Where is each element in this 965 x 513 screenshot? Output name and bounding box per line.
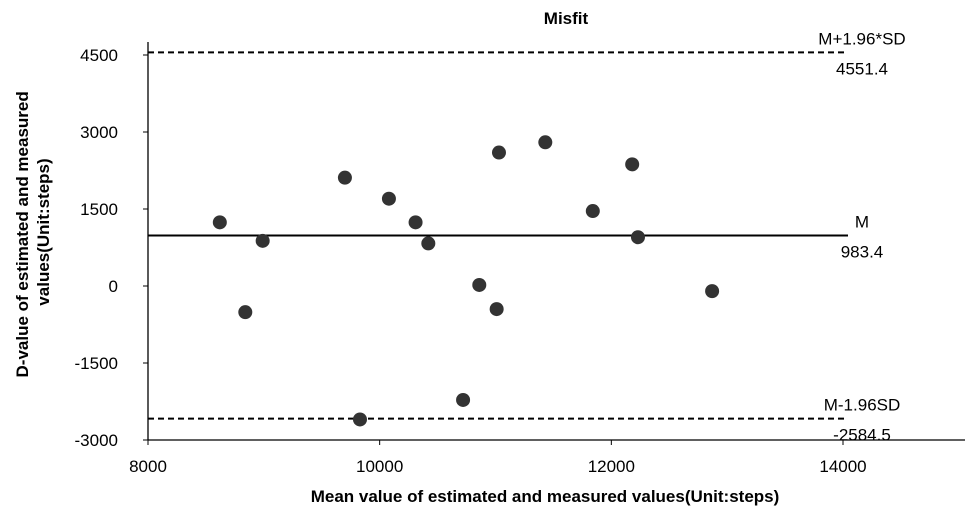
reference-line-label: M+1.96*SD bbox=[818, 29, 905, 48]
y-tick-label: -3000 bbox=[75, 431, 118, 450]
chart-title: Misfit bbox=[544, 9, 589, 28]
data-point bbox=[631, 230, 645, 244]
reference-line-value: 983.4 bbox=[841, 243, 884, 262]
data-point bbox=[538, 135, 552, 149]
y-tick-label: 1500 bbox=[80, 200, 118, 219]
data-point bbox=[472, 278, 486, 292]
x-tick-label: 8000 bbox=[129, 457, 167, 476]
y-axis-label: D-value of estimated and measured values… bbox=[13, 87, 53, 378]
data-point bbox=[213, 215, 227, 229]
data-point bbox=[421, 236, 435, 250]
data-point bbox=[353, 412, 367, 426]
y-axis-label-line-2: values(Unit:steps) bbox=[34, 158, 53, 305]
axes bbox=[148, 42, 965, 440]
y-tick-label: 0 bbox=[109, 277, 118, 296]
data-point bbox=[382, 192, 396, 206]
reference-line-value: -2584.5 bbox=[833, 426, 891, 445]
data-point bbox=[238, 305, 252, 319]
data-point bbox=[256, 234, 270, 248]
data-point bbox=[705, 284, 719, 298]
data-points bbox=[213, 135, 719, 426]
data-point bbox=[492, 146, 506, 160]
data-point bbox=[490, 302, 504, 316]
data-point bbox=[586, 204, 600, 218]
reference-line-label: M-1.96SD bbox=[824, 396, 901, 415]
data-point bbox=[338, 171, 352, 185]
reference-line-label: M bbox=[855, 213, 869, 232]
x-axis-label: Mean value of estimated and measured val… bbox=[311, 487, 780, 506]
x-tick-label: 10000 bbox=[356, 457, 403, 476]
y-tick-label: 4500 bbox=[80, 46, 118, 65]
y-tick-label: 3000 bbox=[80, 123, 118, 142]
y-tick-labels: 4500 3000 1500 0 -1500 -3000 bbox=[75, 46, 148, 450]
data-point bbox=[625, 157, 639, 171]
x-tick-label: 12000 bbox=[588, 457, 635, 476]
y-tick-label: -1500 bbox=[75, 354, 118, 373]
reference-line-value: 4551.4 bbox=[836, 59, 888, 78]
data-point bbox=[456, 393, 470, 407]
x-tick-label: 14000 bbox=[819, 457, 866, 476]
x-tick-labels: 8000 10000 12000 14000 bbox=[129, 440, 867, 476]
data-point bbox=[409, 215, 423, 229]
y-axis-label-line-1: D-value of estimated and measured bbox=[13, 91, 32, 377]
